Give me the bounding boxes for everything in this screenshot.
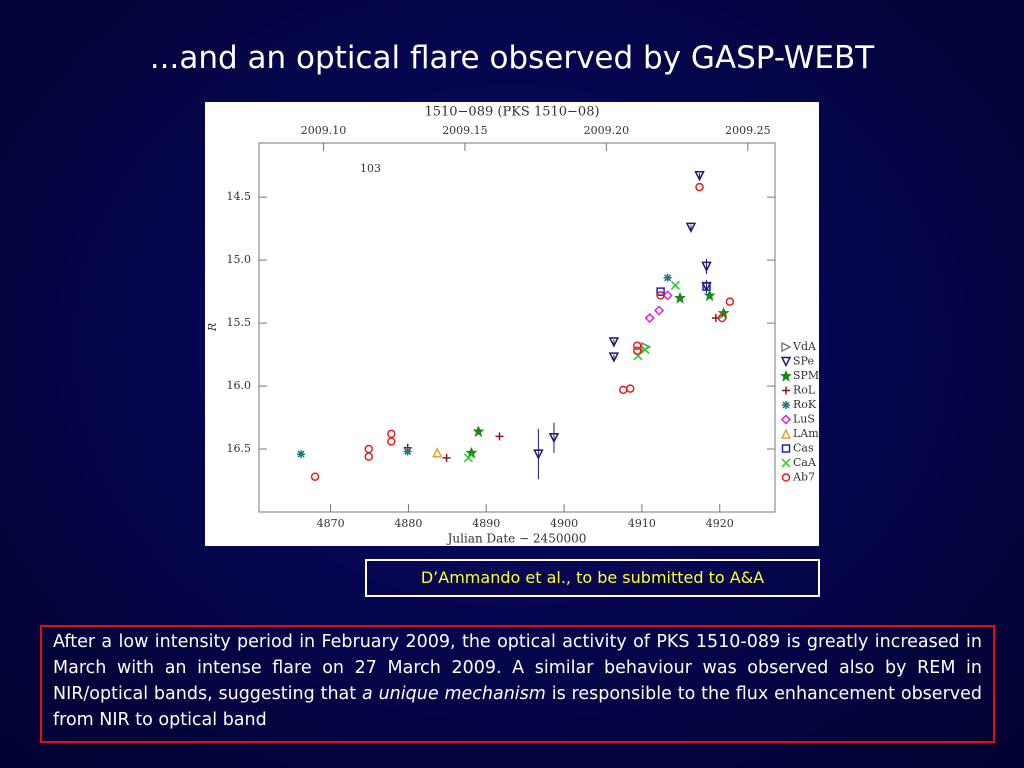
legend-label: CaA [793,456,817,469]
x2-tick-label: 2009.20 [584,124,630,137]
y-axis-label: R [206,323,219,332]
chart-title: 1510−089 (PKS 1510−08) [424,105,599,120]
x-tick-label: 4880 [394,517,422,530]
legend-marker [780,428,792,439]
marker [644,312,655,324]
marker [725,297,735,306]
legend-label: LuS [793,413,815,426]
y-tick-label: 16.5 [227,442,252,455]
legend-marker [780,370,792,382]
legend-label: VdA [792,340,817,353]
marker [703,289,716,302]
body-text-part: is responsible to the flux enhancement o… [53,684,982,730]
marker [364,452,373,461]
marker [663,273,672,282]
marker [608,337,620,348]
legend-marker [781,473,791,482]
marker [632,341,642,351]
marker [387,437,396,446]
body-text-part: After a low intensity period in February… [53,632,982,704]
x-tick-label: 4870 [317,517,345,530]
x-tick-label: 4890 [472,517,500,530]
x-tick-label: 4910 [628,517,656,530]
chart: 1510−089 (PKS 1510−08) 103 Julian Date −… [206,105,819,546]
marker [625,384,635,393]
marker [702,282,711,291]
legend-label: Ab7 [792,471,815,484]
marker [674,292,686,304]
slide-title: ...and an optical flare observed by GASP… [149,40,875,76]
marker [670,280,680,290]
x-tick-label: 4920 [706,517,734,530]
marker [495,432,504,441]
legend-marker [781,458,791,468]
marker [533,449,544,460]
marker [310,472,320,481]
legend-label: SPe [793,355,814,368]
marker [548,432,560,444]
marker [701,261,712,273]
legend-label: SPM [793,369,819,382]
y-tick-label: 14.5 [227,190,252,203]
marker [695,182,704,192]
citation: D’Ammando et al., to be submitted to A&A [365,559,820,597]
marker [387,429,396,439]
marker [685,222,697,234]
y-tick-label: 16.0 [227,379,252,392]
marker [608,352,620,363]
marker [694,170,705,182]
x2-tick-label: 2009.25 [725,124,771,137]
marker [463,453,473,463]
body-text: After a low intensity period in February… [40,625,995,743]
marker [717,307,730,319]
y-tick-label: 15.5 [227,316,252,329]
x2-tick-label: 2009.15 [442,124,488,137]
legend-marker [782,386,790,395]
legend-marker [781,341,792,353]
legend-marker [781,444,791,453]
legend-marker [780,414,792,425]
marker [662,290,673,301]
marker [656,291,665,300]
marker [403,447,412,456]
plot-frame [258,142,776,513]
body-text-emphasis: a unique mechanism [362,684,546,704]
legend-marker [780,356,792,368]
legend-label: RoK [793,398,817,411]
legend-label: Cas [793,442,814,455]
marker [364,444,373,454]
marker [632,346,642,356]
marker [442,453,451,462]
x2-tick-label: 2009.10 [301,124,347,137]
marker [640,345,650,355]
marker [472,425,485,438]
marker [656,287,665,296]
marker [618,385,628,395]
marker [717,313,727,323]
legend-marker [782,401,790,409]
x-axis-label: Julian Date − 2450000 [446,532,587,546]
legend-label: LAm [793,427,819,440]
annotation: 103 [360,162,381,175]
x-tick-label: 4900 [550,517,578,530]
marker [297,450,306,459]
marker [653,305,665,316]
marker [432,447,443,458]
chart-image: 1510−089 (PKS 1510−08) 103 Julian Date −… [205,102,819,546]
y-tick-label: 15.0 [227,253,252,266]
legend-label: RoL [793,384,816,397]
